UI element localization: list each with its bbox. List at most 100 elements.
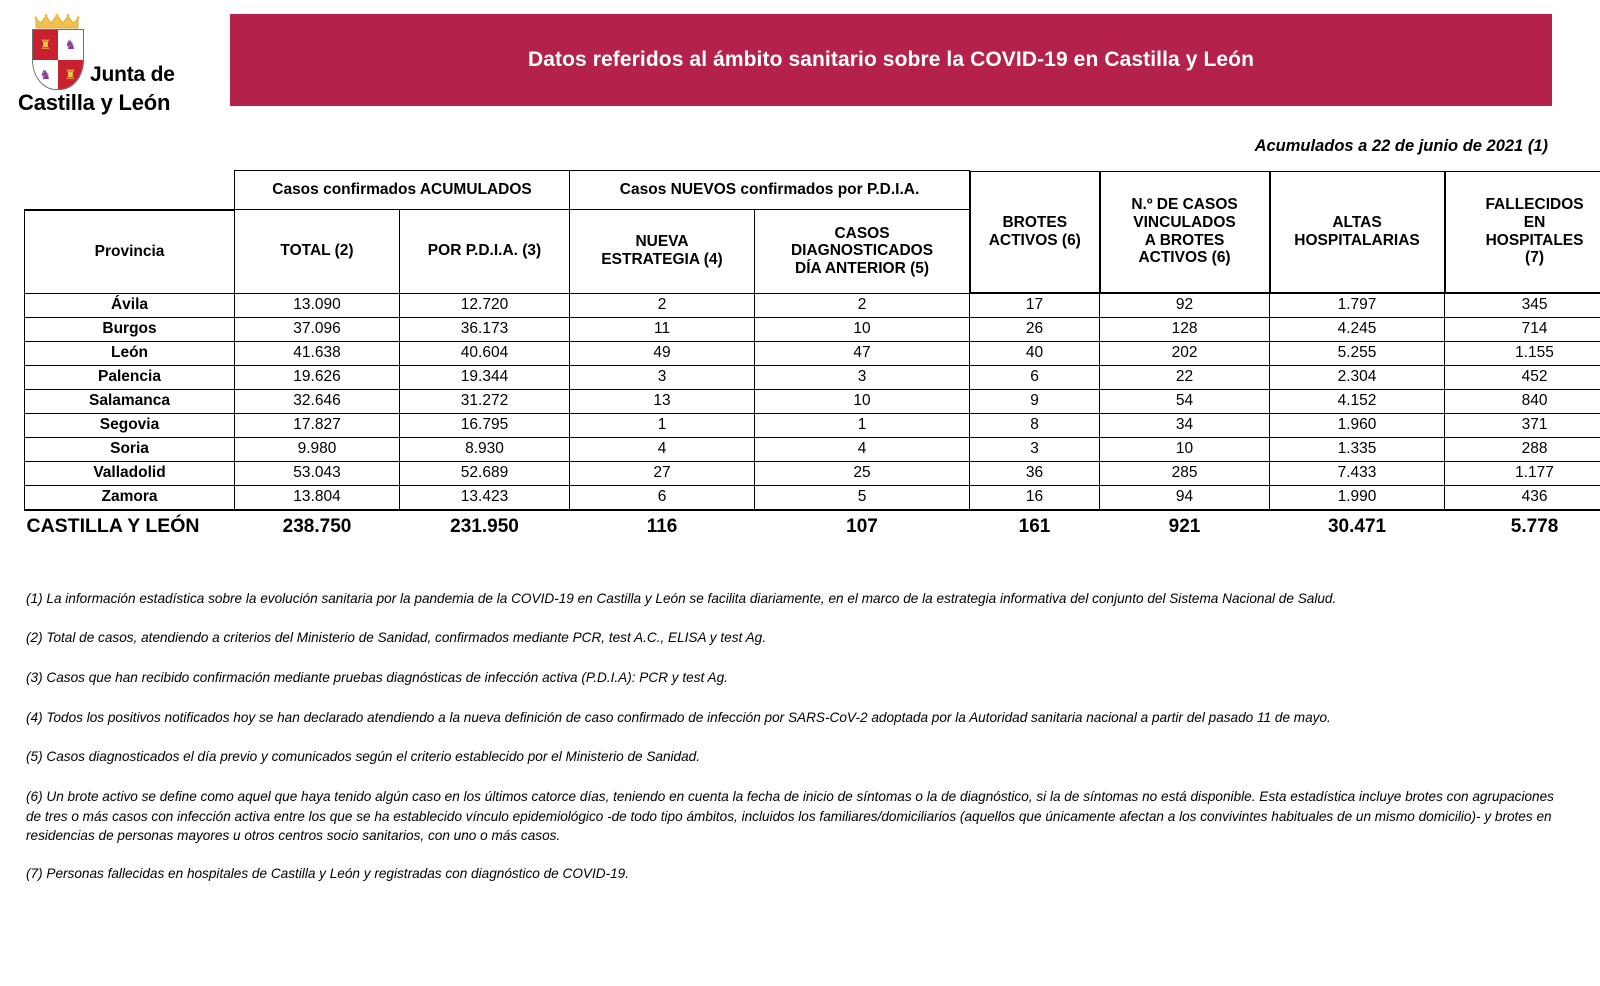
cell-total: 53.043 bbox=[234, 460, 400, 486]
cell-altas: 2.304 bbox=[1269, 364, 1446, 390]
cell-dia-anterior: 47 bbox=[754, 340, 971, 366]
cell-por-pdia: 12.720 bbox=[398, 292, 571, 318]
table-row: Valladolid 53.043 52.689 27 25 36 285 7.433 1.17… bbox=[24, 460, 1600, 486]
cell-total: 37.096 bbox=[234, 316, 400, 342]
cell-altas: 7.433 bbox=[1269, 460, 1446, 486]
total-cell-provincia: CASTILLA Y LEÓN bbox=[24, 508, 235, 543]
cell-por-pdia: 31.272 bbox=[398, 388, 571, 414]
header-brotes-line-2: ACTIVOS (6) bbox=[988, 231, 1081, 249]
header-total: TOTAL (2) bbox=[234, 209, 400, 294]
total-cell-total: 238.750 bbox=[234, 508, 400, 543]
cell-provincia: Segovia bbox=[24, 412, 235, 438]
cell-total: 17.827 bbox=[234, 412, 400, 438]
cell-total: 13.804 bbox=[234, 484, 400, 511]
footnote-4: (4) Todos los positivos notificados hoy … bbox=[26, 709, 1331, 725]
cell-fallecidos: 714 bbox=[1444, 316, 1600, 342]
cell-altas: 4.152 bbox=[1269, 388, 1446, 414]
brand-logo: ♜ ♞ ♞ ♜ Junta de Castilla y León bbox=[0, 14, 230, 116]
header-dia-anterior: CASOS DIAGNOSTICADOS DÍA ANTERIOR (5) bbox=[754, 209, 971, 294]
table-container: Casos confirmados ACUMULADOS Casos NUEVO… bbox=[0, 156, 1600, 543]
cell-nueva-estrategia: 13 bbox=[569, 388, 756, 414]
cell-nueva-estrategia: 11 bbox=[569, 316, 756, 342]
table-body: Ávila 13.090 12.720 2 2 17 92 1.797 345 Burgos 37.… bbox=[24, 292, 1600, 543]
cell-provincia: Ávila bbox=[24, 292, 235, 318]
lion-quadrant-2: ♞ bbox=[33, 59, 58, 89]
header-brotes-activos: BROTES ACTIVOS (6) bbox=[970, 170, 1100, 294]
header-vinculados-line-1: N.º DE CASOS bbox=[1131, 195, 1238, 213]
header-nueva-line-1: NUEVA bbox=[635, 233, 689, 251]
header-dia-line-1: CASOS bbox=[834, 224, 890, 242]
total-cell-fallecidos: 5.778 bbox=[1444, 508, 1600, 543]
page-header: ♜ ♞ ♞ ♜ Junta de Castilla y León Datos r… bbox=[0, 0, 1600, 125]
header-corner-blank bbox=[24, 170, 235, 211]
cell-provincia: León bbox=[24, 340, 235, 366]
header-dia-line-3: DÍA ANTERIOR (5) bbox=[795, 260, 930, 278]
table-row: Segovia 17.827 16.795 1 1 8 34 1.960 371 bbox=[24, 412, 1600, 438]
cell-fallecidos: 1.155 bbox=[1444, 340, 1600, 366]
footnotes: (1) La información estadística sobre la … bbox=[0, 543, 1600, 884]
group-header-nuevos: Casos NUEVOS confirmados por P.D.I.A. bbox=[569, 170, 971, 210]
header-provincia: Provincia bbox=[24, 209, 235, 294]
shield-icon: ♜ ♞ ♞ ♜ bbox=[32, 29, 84, 90]
footnote-7: (7) Personas fallecidas en hospitales de… bbox=[26, 866, 629, 882]
cell-vinculados: 54 bbox=[1099, 388, 1271, 414]
cell-vinculados: 22 bbox=[1099, 364, 1271, 390]
header-fallecidos: FALLECIDOS EN HOSPITALES (7) bbox=[1444, 170, 1600, 294]
cell-vinculados: 34 bbox=[1099, 412, 1271, 438]
cell-por-pdia: 19.344 bbox=[398, 364, 571, 390]
cell-fallecidos: 1.177 bbox=[1444, 460, 1600, 486]
header-dia-line-2: DIAGNOSTICADOS bbox=[790, 242, 934, 260]
total-cell-por-pdia: 231.950 bbox=[399, 508, 570, 543]
table-row: Soria 9.980 8.930 4 4 3 10 1.335 288 bbox=[24, 436, 1600, 462]
cell-altas: 1.335 bbox=[1269, 436, 1446, 462]
header-vinculados-line-3: A BROTES bbox=[1144, 231, 1225, 249]
header-fallecidos-line-4: (7) bbox=[1525, 249, 1544, 267]
footnote-3: (3) Casos que han recibido confirmación … bbox=[26, 669, 728, 685]
header-casos-vinculados: N.º DE CASOS VINCULADOS A BROTES ACTIVOS… bbox=[1099, 170, 1270, 294]
header-altas-hospitalarias: ALTAS HOSPITALARIAS bbox=[1269, 170, 1445, 294]
cell-por-pdia: 36.173 bbox=[398, 316, 571, 342]
cell-dia-anterior: 3 bbox=[754, 364, 971, 390]
cell-brotes: 3 bbox=[969, 436, 1101, 462]
cell-nueva-estrategia: 6 bbox=[569, 484, 756, 511]
cell-dia-anterior: 2 bbox=[754, 292, 971, 318]
cell-altas: 1.960 bbox=[1269, 412, 1446, 438]
cell-vinculados: 128 bbox=[1099, 316, 1271, 342]
cell-nueva-estrategia: 4 bbox=[569, 436, 756, 462]
cell-nueva-estrategia: 49 bbox=[569, 340, 756, 366]
cell-provincia: Soria bbox=[24, 436, 235, 462]
cell-nueva-estrategia: 3 bbox=[569, 364, 756, 390]
total-cell-dia-anterior: 107 bbox=[754, 508, 970, 543]
cell-nueva-estrategia: 2 bbox=[569, 292, 756, 318]
title-banner: Datos referidos al ámbito sanitario sobr… bbox=[230, 14, 1552, 106]
cell-nueva-estrategia: 1 bbox=[569, 412, 756, 438]
header-nueva-estrategia: NUEVA ESTRATEGIA (4) bbox=[569, 209, 756, 294]
coat-of-arms-icon: ♜ ♞ ♞ ♜ bbox=[30, 14, 84, 90]
cell-fallecidos: 452 bbox=[1444, 364, 1600, 390]
header-altas-line-2: HOSPITALARIAS bbox=[1294, 231, 1420, 249]
cell-provincia: Salamanca bbox=[24, 388, 235, 414]
cell-por-pdia: 52.689 bbox=[398, 460, 571, 486]
header-nueva-line-2: ESTRATEGIA (4) bbox=[601, 251, 723, 269]
table-row: Salamanca 32.646 31.272 13 10 9 54 4.152 840 bbox=[24, 388, 1600, 414]
cell-dia-anterior: 5 bbox=[754, 484, 971, 511]
footnote-5: (5) Casos diagnosticados el día previo y… bbox=[26, 749, 701, 765]
cell-brotes: 16 bbox=[969, 484, 1101, 511]
header-por-pdia: POR P.D.I.A. (3) bbox=[398, 209, 571, 294]
header-brotes-line-1: BROTES bbox=[1002, 213, 1068, 231]
header-altas-line-1: ALTAS bbox=[1332, 213, 1382, 231]
brand-top-row: ♜ ♞ ♞ ♜ Junta de bbox=[18, 14, 175, 90]
cell-altas: 1.797 bbox=[1269, 292, 1446, 318]
cell-brotes: 36 bbox=[969, 460, 1101, 486]
table-row: Ávila 13.090 12.720 2 2 17 92 1.797 345 bbox=[24, 292, 1600, 318]
table-row: Zamora 13.804 13.423 6 5 16 94 1.990 436 bbox=[24, 484, 1600, 511]
cell-dia-anterior: 10 bbox=[754, 316, 971, 342]
cell-vinculados: 285 bbox=[1099, 460, 1271, 486]
cell-fallecidos: 288 bbox=[1444, 436, 1600, 462]
header-fallecidos-line-2: EN bbox=[1523, 213, 1546, 231]
cell-brotes: 26 bbox=[969, 316, 1101, 342]
header-fallecidos-line-3: HOSPITALES bbox=[1485, 231, 1584, 249]
cell-provincia: Burgos bbox=[24, 316, 235, 342]
header-vinculados-line-2: VINCULADOS bbox=[1133, 213, 1236, 231]
dateline: Acumulados a 22 de junio de 2021 (1) bbox=[1254, 137, 1548, 155]
